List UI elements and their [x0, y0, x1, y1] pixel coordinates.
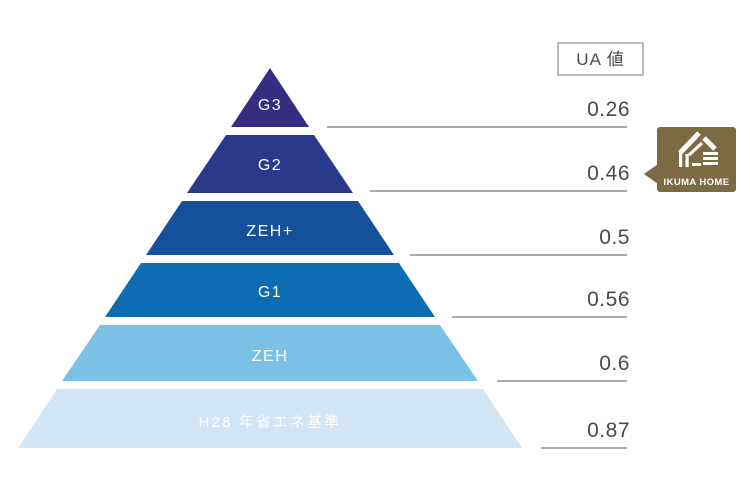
tier-zeh: ZEH: [62, 325, 478, 381]
house-roof-left: [678, 131, 701, 155]
value-column: 0.26 0.46 0.5 0.56 0.6 0.87: [327, 98, 630, 449]
house-wall-left-1: [679, 150, 683, 167]
value-row-zeh: 0.6: [497, 352, 630, 382]
value-g1: 0.56: [587, 288, 630, 311]
speech-tail: [644, 164, 658, 184]
tier-h28-label: H28 年省エネ基準: [199, 414, 342, 431]
pyramid-tiers: G3 G2 ZEH+ G1 ZEH H28 年省エネ基準: [18, 68, 522, 448]
tier-h28-shape: [18, 389, 522, 448]
ua-box-label: UA 値: [576, 50, 624, 69]
value-zeh: 0.6: [599, 352, 630, 375]
value-h28: 0.87: [587, 419, 630, 442]
value-g2: 0.46: [587, 162, 630, 185]
tier-g2-label: G2: [258, 157, 282, 174]
tier-zeh-plus: ZEH+: [146, 201, 394, 255]
tier-zeh-plus-label: ZEH+: [246, 223, 293, 240]
value-row-g2: 0.46: [370, 162, 630, 192]
tier-g3: G3: [231, 68, 309, 127]
house-roof-inner: [687, 141, 704, 157]
tier-g1-label: G1: [258, 284, 282, 301]
logo-brand-label: IKUMA HOME: [664, 177, 730, 188]
tier-zeh-plus-shape: [146, 201, 394, 255]
tier-g1-shape: [105, 263, 435, 317]
tier-zeh-label: ZEH: [252, 348, 289, 365]
house-icon: [678, 131, 718, 167]
house-base: [692, 163, 701, 166]
house-stripe-2: [703, 157, 718, 160]
ikuma-home-logo: IKUMA HOME: [644, 127, 736, 192]
house-wall-left-2: [685, 154, 689, 167]
house-roof-right: [702, 136, 717, 151]
value-row-g3: 0.26: [327, 98, 630, 128]
house-stripe-1: [703, 152, 718, 155]
ua-box-border: [557, 42, 644, 76]
value-row-g1: 0.56: [452, 288, 630, 318]
value-row-h28: 0.87: [541, 419, 630, 449]
logo-background: [657, 127, 736, 192]
tier-h28: H28 年省エネ基準: [18, 389, 522, 448]
value-zeh-plus: 0.5: [599, 226, 630, 249]
house-stripe-3: [703, 162, 718, 165]
tier-zeh-shape: [62, 325, 478, 381]
value-g3: 0.26: [587, 98, 630, 121]
value-row-zeh-plus: 0.5: [410, 226, 630, 256]
ua-value-title-box: UA 値: [557, 42, 644, 76]
tier-g3-label: G3: [258, 97, 282, 114]
tier-g1: G1: [105, 263, 435, 317]
tier-g3-shape: [231, 68, 309, 127]
tier-g2-shape: [187, 135, 353, 193]
tier-g2: G2: [187, 135, 353, 193]
